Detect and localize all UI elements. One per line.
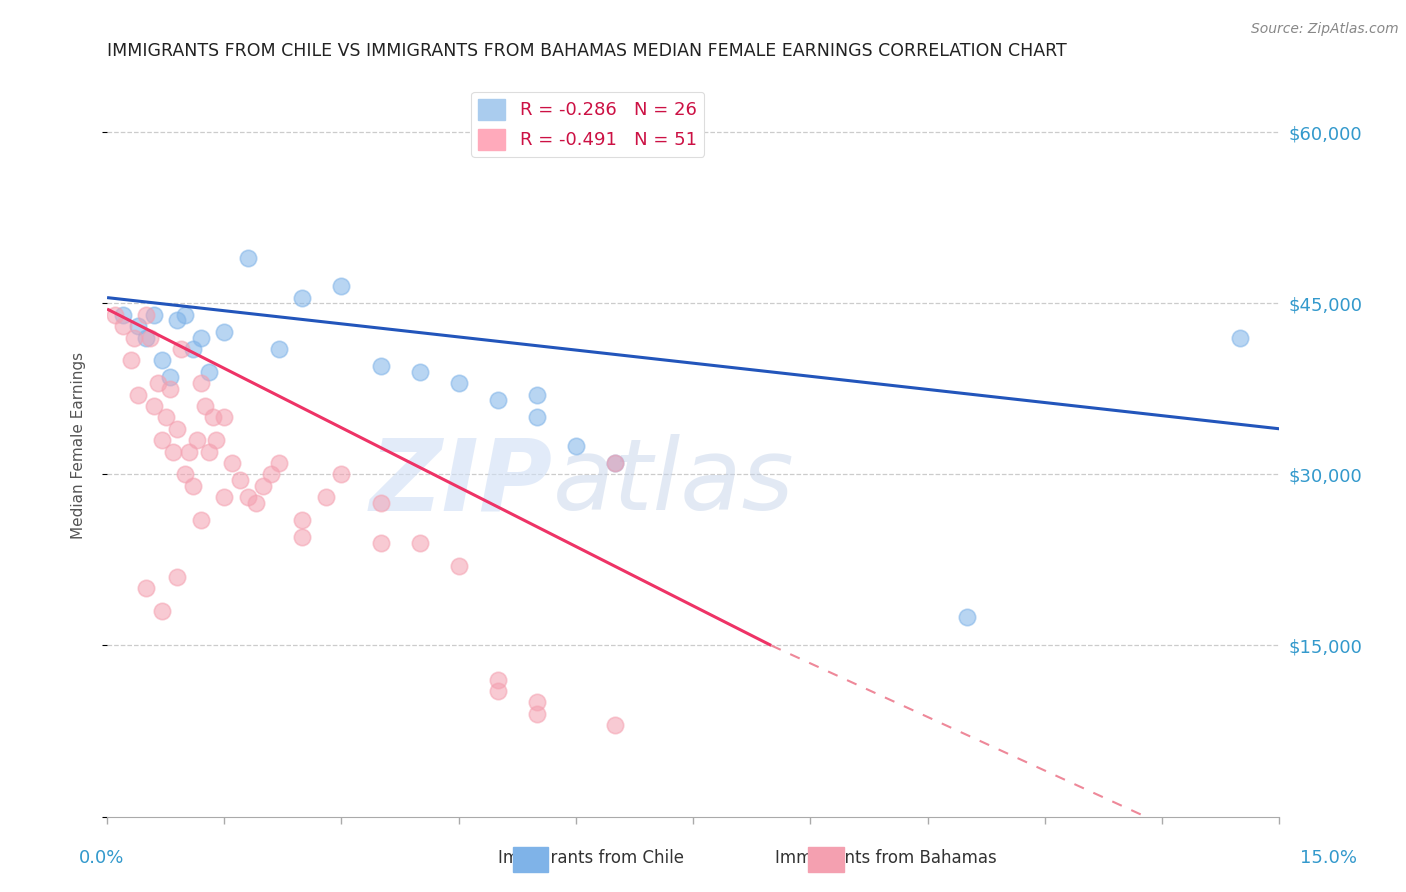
- Point: [174, 467, 197, 482]
- Text: 0.0%: 0.0%: [79, 849, 124, 867]
- Point: [291, 291, 314, 305]
- Point: [370, 359, 392, 373]
- Point: [291, 530, 314, 544]
- Point: [526, 387, 548, 401]
- Point: [155, 410, 177, 425]
- Point: [111, 319, 134, 334]
- Point: [124, 330, 146, 344]
- Point: [159, 382, 181, 396]
- Point: [603, 718, 626, 732]
- Point: [245, 496, 267, 510]
- Point: [120, 353, 142, 368]
- Point: [179, 444, 201, 458]
- Point: [205, 433, 228, 447]
- Point: [260, 467, 283, 482]
- Legend: R = -0.286   N = 26, R = -0.491   N = 51: R = -0.286 N = 26, R = -0.491 N = 51: [471, 92, 704, 157]
- Point: [127, 387, 149, 401]
- Point: [214, 325, 236, 339]
- Point: [486, 393, 509, 408]
- Point: [197, 365, 219, 379]
- Point: [162, 444, 184, 458]
- Point: [181, 479, 204, 493]
- Point: [330, 279, 353, 293]
- Point: [166, 570, 188, 584]
- Point: [565, 439, 588, 453]
- Point: [370, 536, 392, 550]
- Text: 15.0%: 15.0%: [1301, 849, 1357, 867]
- Point: [330, 467, 353, 482]
- Point: [221, 456, 243, 470]
- Point: [150, 604, 173, 618]
- Point: [146, 376, 169, 391]
- Point: [201, 410, 224, 425]
- Point: [291, 513, 314, 527]
- Text: Immigrants from Chile: Immigrants from Chile: [498, 849, 683, 867]
- Point: [174, 308, 197, 322]
- Point: [267, 342, 290, 356]
- Point: [229, 473, 252, 487]
- Text: ZIP: ZIP: [370, 434, 553, 532]
- Point: [197, 444, 219, 458]
- Point: [135, 308, 157, 322]
- Point: [139, 330, 162, 344]
- Point: [486, 673, 509, 687]
- Point: [214, 410, 236, 425]
- Point: [150, 433, 173, 447]
- Point: [236, 490, 259, 504]
- Point: [236, 251, 259, 265]
- Point: [194, 399, 217, 413]
- Point: [181, 342, 204, 356]
- Text: atlas: atlas: [553, 434, 794, 532]
- Point: [166, 313, 188, 327]
- Point: [135, 330, 157, 344]
- Point: [111, 308, 134, 322]
- Point: [190, 513, 212, 527]
- Point: [447, 376, 470, 391]
- Text: IMMIGRANTS FROM CHILE VS IMMIGRANTS FROM BAHAMAS MEDIAN FEMALE EARNINGS CORRELAT: IMMIGRANTS FROM CHILE VS IMMIGRANTS FROM…: [107, 42, 1067, 60]
- Point: [104, 308, 127, 322]
- Point: [447, 558, 470, 573]
- Point: [214, 490, 236, 504]
- Point: [150, 353, 173, 368]
- Point: [142, 399, 165, 413]
- Point: [486, 684, 509, 698]
- Point: [135, 582, 157, 596]
- Point: [408, 536, 430, 550]
- Point: [526, 410, 548, 425]
- Text: Immigrants from Bahamas: Immigrants from Bahamas: [775, 849, 997, 867]
- Point: [127, 319, 149, 334]
- Point: [408, 365, 430, 379]
- Point: [190, 330, 212, 344]
- Point: [252, 479, 274, 493]
- Point: [159, 370, 181, 384]
- Y-axis label: Median Female Earnings: Median Female Earnings: [72, 352, 86, 540]
- Point: [526, 706, 548, 721]
- Point: [166, 422, 188, 436]
- Point: [955, 610, 977, 624]
- Point: [370, 496, 392, 510]
- Point: [526, 696, 548, 710]
- Point: [267, 456, 290, 470]
- Text: Source: ZipAtlas.com: Source: ZipAtlas.com: [1251, 22, 1399, 37]
- Point: [190, 376, 212, 391]
- Point: [603, 456, 626, 470]
- Point: [1229, 330, 1251, 344]
- Point: [142, 308, 165, 322]
- Point: [315, 490, 337, 504]
- Point: [170, 342, 193, 356]
- Point: [603, 456, 626, 470]
- Point: [186, 433, 208, 447]
